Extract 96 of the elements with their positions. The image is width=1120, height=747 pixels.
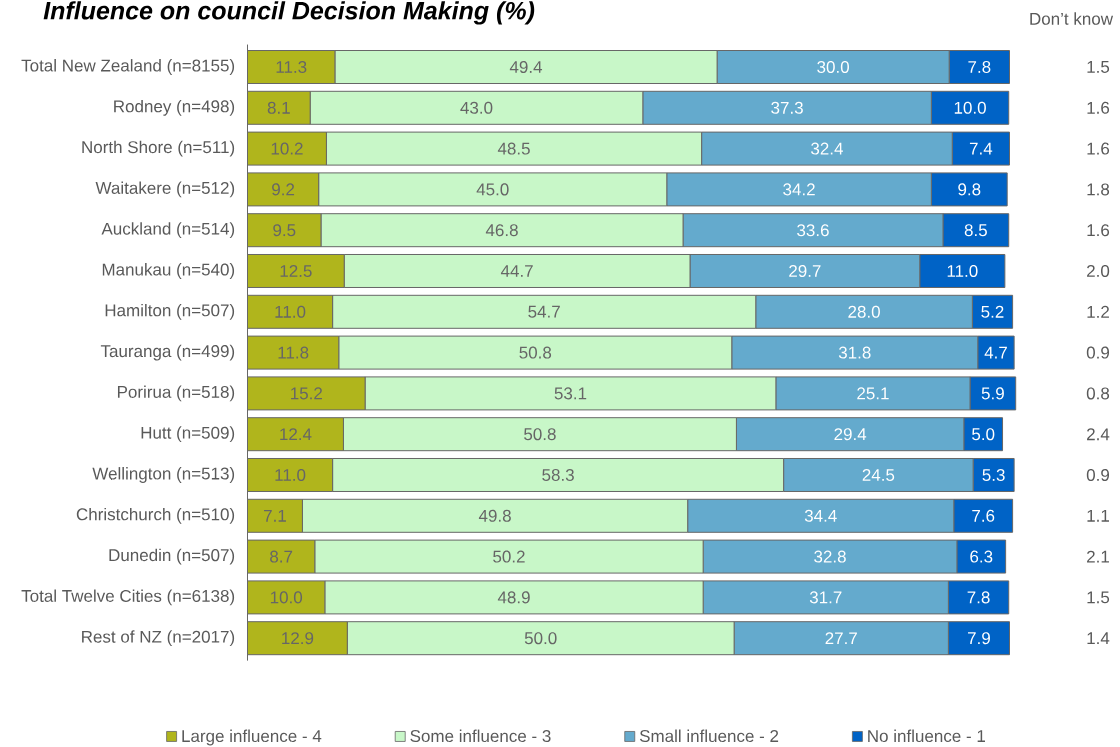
data-label: 48.9	[497, 591, 530, 604]
data-label: 11.0	[275, 305, 306, 318]
y-tick-label: Rodney (n=498)	[114, 99, 235, 116]
data-label: 7.8	[967, 591, 990, 604]
data-label: 44.7	[500, 265, 533, 277]
data-label: 10.0	[954, 101, 986, 114]
data-label: 5.2	[981, 305, 1004, 318]
text: 2.4	[1087, 428, 1110, 441]
chart-title: Influence on council Decision Making (%)	[43, 1, 535, 25]
data-label: 8.7	[270, 550, 293, 563]
data-label: 12.9	[282, 632, 314, 645]
text: 1.5	[1087, 61, 1110, 73]
data-label: 34.4	[804, 509, 837, 522]
data-label: 7.4	[969, 142, 993, 155]
data-label: 27.7	[825, 632, 857, 645]
data-label: 30.0	[817, 60, 849, 74]
data-label: 34.2	[783, 183, 815, 196]
data-label: 29.4	[834, 428, 867, 441]
text: 1.6	[1087, 224, 1110, 237]
data-label: 31.7	[809, 591, 842, 604]
data-label: 25.1	[857, 387, 889, 400]
data-label: 8.5	[964, 224, 987, 237]
data-label: 43.0	[460, 101, 493, 114]
data-label: 9.2	[272, 183, 295, 196]
y-tick-label: Christchurch (n=510)	[76, 507, 235, 524]
data-label: 32.8	[814, 550, 846, 563]
data-label: 32.4	[811, 142, 843, 155]
y-tick-label: Hamilton (n=507)	[105, 303, 235, 320]
text: 1.6	[1087, 142, 1110, 155]
data-label: 53.1	[554, 387, 587, 400]
data-label: 5.3	[982, 468, 1005, 482]
data-label: 11.3	[276, 60, 307, 74]
y-tick-label: Wellington (n=513)	[92, 467, 235, 483]
data-label: 46.8	[485, 224, 518, 237]
data-label: 50.2	[493, 550, 525, 563]
y-tick-label: North Shore (n=511)	[82, 140, 235, 157]
data-label: 37.3	[771, 101, 803, 114]
data-label: 9.5	[273, 224, 296, 237]
text: 0.9	[1086, 468, 1110, 482]
text: 2.0	[1087, 264, 1110, 278]
data-label: 29.7	[789, 264, 821, 278]
data-label: 5.9	[981, 387, 1004, 400]
legend-label: Small influence - 2	[639, 729, 779, 743]
data-label: 8.1	[267, 101, 290, 114]
data-label: 49.8	[478, 509, 511, 522]
data-label: 7.8	[968, 60, 991, 74]
y-tick-label: Waitakere (n=512)	[95, 181, 235, 198]
data-label: 15.2	[291, 387, 322, 400]
data-label: 10.2	[271, 142, 303, 155]
data-label: 50.8	[519, 346, 552, 359]
data-label: 12.5	[280, 264, 312, 278]
legend-label: Some influence - 3	[410, 729, 551, 743]
data-label: 6.3	[970, 550, 993, 563]
text: Don’t know	[1030, 12, 1114, 25]
data-label: 58.3	[542, 468, 574, 482]
data-label: 7.6	[972, 509, 995, 522]
data-label: 48.5	[497, 142, 530, 155]
data-label: 11.8	[278, 346, 309, 359]
data-label: 28.0	[848, 305, 880, 318]
data-label: 7.9	[968, 632, 990, 645]
text: 0.8	[1086, 387, 1110, 400]
text: 1.4	[1087, 632, 1110, 645]
data-label: 12.4	[280, 428, 312, 441]
legend-label: Large influence - 4	[182, 729, 322, 746]
y-tick-label: Rest of NZ (n=2017)	[82, 630, 235, 647]
y-tick-label: Porirua (n=518)	[117, 385, 235, 402]
text: 2.1	[1087, 550, 1109, 563]
data-label: 50.8	[524, 428, 556, 441]
text: 1.8	[1087, 183, 1110, 196]
data-label: 4.7	[984, 346, 1007, 359]
y-tick-label: Auckland (n=514)	[101, 222, 235, 239]
data-label: 11.0	[947, 264, 978, 278]
y-tick-label: Dunedin (n=507)	[109, 548, 235, 565]
data-label: 11.0	[275, 468, 306, 482]
legend-label: No influence - 1	[868, 729, 985, 743]
data-label: 50.0	[524, 632, 557, 645]
data-label: 7.1	[264, 509, 286, 522]
data-label: 9.8	[958, 183, 981, 196]
y-tick-label: Total Twelve Cities (n=6138)	[21, 589, 235, 606]
data-label: 5.0	[972, 428, 995, 441]
text: 1.6	[1087, 101, 1110, 114]
y-tick-label: Hutt (n=509)	[141, 426, 235, 443]
text: 1.2	[1087, 305, 1109, 318]
data-label: 10.0	[270, 591, 303, 604]
data-label: 33.6	[797, 224, 829, 237]
data-label: 49.4	[509, 60, 543, 74]
data-label: 24.5	[862, 468, 895, 482]
text: 1.1	[1087, 509, 1109, 522]
y-tick-label: Tauranga (n=499)	[100, 344, 235, 361]
data-label: 54.7	[528, 305, 560, 318]
y-tick-label: Manukau (n=540)	[102, 263, 235, 279]
text: 1.5	[1087, 591, 1110, 604]
y-tick-label: Total New Zealand (n=8155)	[21, 59, 235, 75]
text: 0.9	[1086, 346, 1110, 359]
data-label: 31.8	[838, 346, 871, 359]
data-label: 45.0	[476, 183, 509, 196]
